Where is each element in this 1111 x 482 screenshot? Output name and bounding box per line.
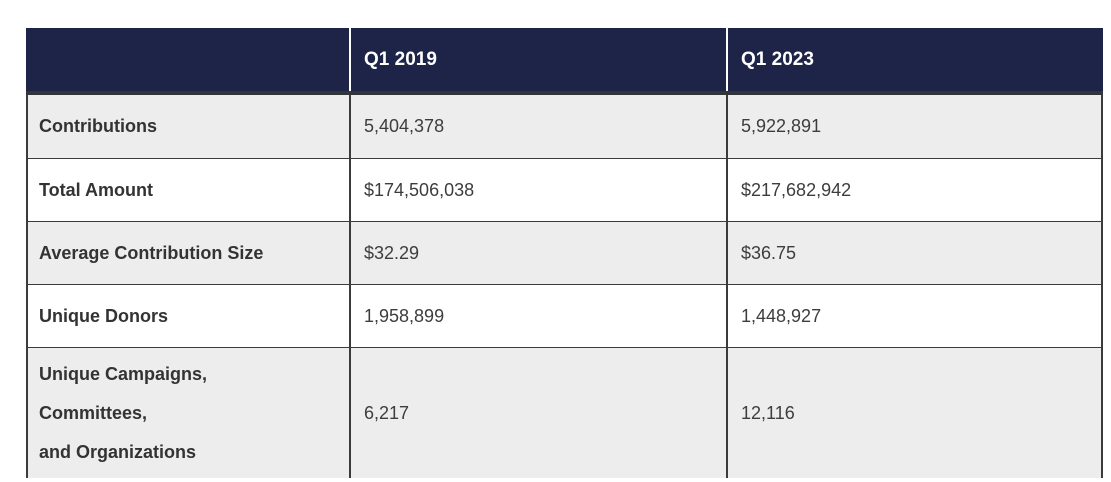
table-header-row: Q1 2019 Q1 2023 [26,28,1103,91]
cell-value-q1-2019: 5,404,378 [349,95,726,158]
row-label: Total Amount [39,179,153,200]
table-row-average-contribution-size: Average Contribution Size $32.29 $36.75 [28,221,1101,284]
row-label: Unique Campaigns, Committees, and Organi… [39,363,208,462]
row-label: Average Contribution Size [39,242,264,263]
row-label: Unique Donors [39,305,168,326]
table-row-unique-campaigns-committees-organizations: Unique Campaigns, Committees, and Organi… [28,347,1101,478]
header-cell-metric [26,28,349,91]
header-cell-q1-2019: Q1 2019 [349,28,726,91]
cell-value-q1-2023: $36.75 [726,222,1101,284]
cell-value-q1-2023: 5,922,891 [726,95,1101,158]
cell-value-q1-2023: 1,448,927 [726,285,1101,347]
table-body: Contributions 5,404,378 5,922,891 Total … [26,95,1103,478]
cell-value-q1-2019: 1,958,899 [349,285,726,347]
table-row-contributions: Contributions 5,404,378 5,922,891 [28,95,1101,158]
comparison-table: Q1 2019 Q1 2023 Contributions 5,404,378 … [26,28,1103,478]
header-divider [26,91,1103,95]
table-row-unique-donors: Unique Donors 1,958,899 1,448,927 [28,284,1101,347]
header-cell-q1-2023: Q1 2023 [726,28,1103,91]
row-label: Contributions [39,116,157,136]
cell-value-q1-2023: $217,682,942 [726,159,1101,221]
cell-value-q1-2023: 12,116 [726,348,1101,478]
cell-value-q1-2019: $174,506,038 [349,159,726,221]
cell-value-q1-2019: $32.29 [349,222,726,284]
cell-value-q1-2019: 6,217 [349,348,726,478]
table-row-total-amount: Total Amount $174,506,038 $217,682,942 [28,158,1101,221]
